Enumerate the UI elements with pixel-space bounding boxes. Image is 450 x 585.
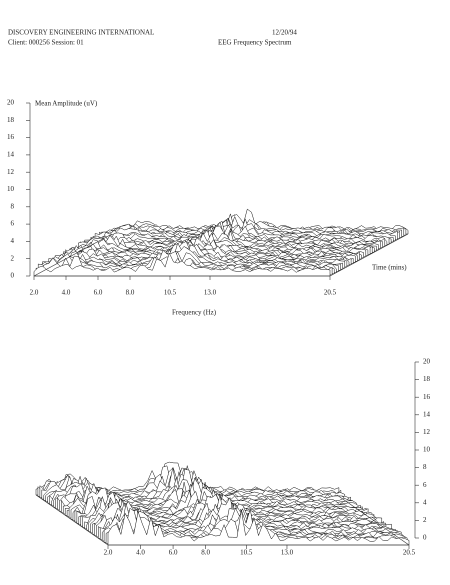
y-tick-label: 4 xyxy=(423,498,427,506)
y-tick-label: 8 xyxy=(423,463,427,471)
y-tick-label: 4 xyxy=(11,237,15,245)
y-tick-label: 16 xyxy=(423,393,431,401)
plane-left-edge xyxy=(33,233,113,277)
spectrum-trace xyxy=(86,220,383,248)
y-tick-label: 2 xyxy=(11,254,15,262)
spectrum-trace xyxy=(92,218,390,245)
x-tick-label: 2.0 xyxy=(30,289,39,297)
y-tick-label: 8 xyxy=(11,202,15,210)
client: Client: 000256 Session: 01 xyxy=(8,39,84,47)
x-tick-label: 13.0 xyxy=(281,549,294,557)
x-tick-label: 6.0 xyxy=(94,289,103,297)
x-tick-label: 10.5 xyxy=(240,549,253,557)
y-tick-label: 0 xyxy=(423,534,427,542)
plane-right-edge xyxy=(336,494,410,546)
x-tick-label: 13.0 xyxy=(204,289,217,297)
x-tick-label: 10.5 xyxy=(164,289,177,297)
y-tick-label: 12 xyxy=(423,428,431,436)
y-tick-label: 20 xyxy=(423,358,431,366)
x-tick-label: 6.0 xyxy=(169,549,178,557)
x-tick-label: 8.0 xyxy=(126,289,135,297)
y-tick-label: 6 xyxy=(11,220,15,228)
spectrum-trace xyxy=(33,252,331,277)
y-tick-label: 10 xyxy=(423,446,431,454)
y-tick-label: 18 xyxy=(7,116,15,124)
company: DISCOVERY ENGINEERING INTERNATIONAL xyxy=(8,29,154,37)
y-tick-label: 2 xyxy=(423,516,427,524)
x-tick-label: 20.5 xyxy=(403,549,416,557)
x-tick-label: 8.0 xyxy=(201,549,210,557)
x-tick-label: 20.5 xyxy=(324,289,337,297)
report-title: EEG Frequency Spectrum xyxy=(218,39,292,47)
date: 12/20/94 xyxy=(272,29,297,37)
y-tick-label: 20 xyxy=(7,99,15,107)
y-tick-label: 16 xyxy=(7,133,15,141)
y-tick-label: 0 xyxy=(11,272,15,280)
y-tick-label: 18 xyxy=(423,375,431,383)
y-tick-label: 6 xyxy=(423,481,427,489)
y-tick-label: 12 xyxy=(7,168,15,176)
y-axis-title: Mean Amplitude (uV) xyxy=(35,100,98,108)
y-tick-label: 14 xyxy=(423,410,431,418)
x-tick-label: 2.0 xyxy=(104,549,113,557)
z-axis-title: Time (mins) xyxy=(372,264,407,272)
plane-right-edge xyxy=(329,233,409,277)
spectrum-trace xyxy=(107,509,410,546)
x-axis-title: Frequency (Hz) xyxy=(172,309,217,317)
y-tick-label: 14 xyxy=(7,151,15,159)
y-tick-label: 10 xyxy=(7,185,15,193)
x-tick-label: 4.0 xyxy=(62,289,71,297)
plane-left-edge xyxy=(35,494,109,546)
x-tick-label: 4.0 xyxy=(136,549,145,557)
